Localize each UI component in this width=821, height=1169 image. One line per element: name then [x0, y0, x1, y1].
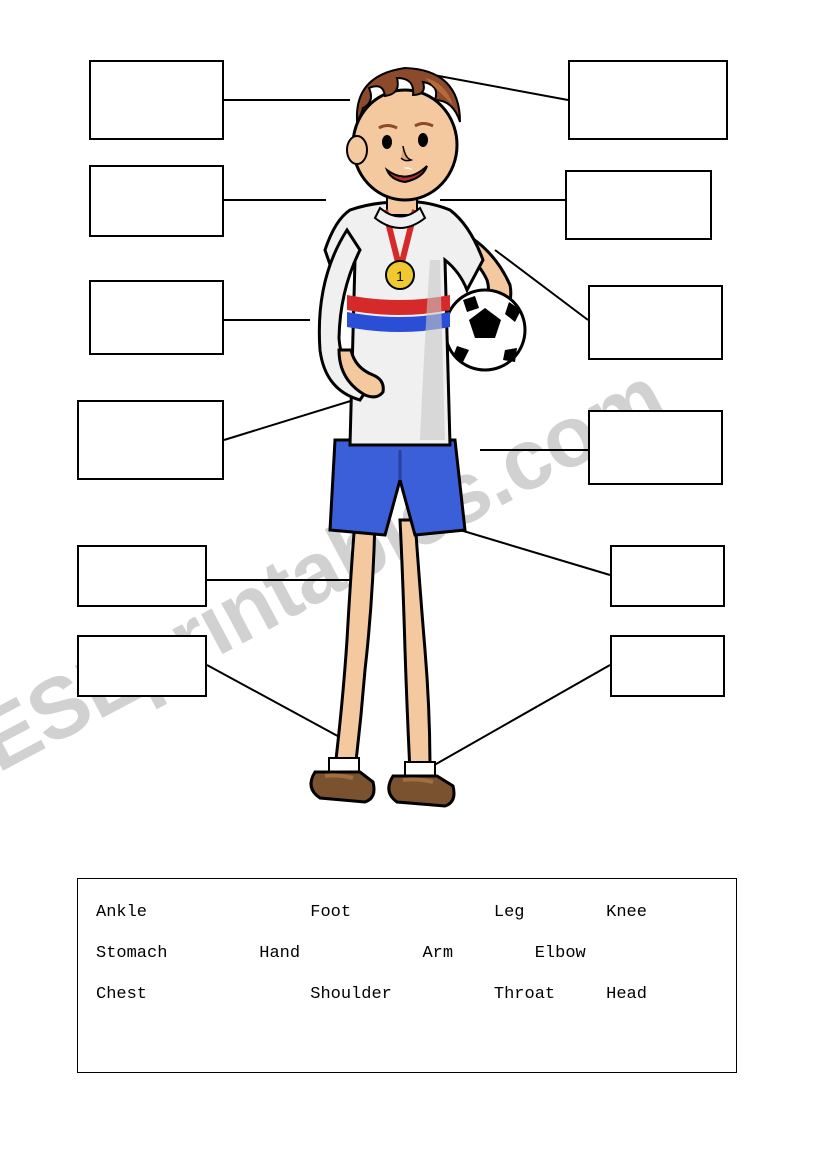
label-box-left-6[interactable] [77, 635, 207, 697]
wordbank-row-2: Stomach Hand Arm Elbow [96, 934, 718, 975]
label-box-right-1[interactable] [568, 60, 728, 140]
wordbank-item [555, 975, 606, 1016]
label-box-left-4[interactable] [77, 400, 224, 480]
worksheet-page: ESLprintables.com [0, 0, 821, 1169]
label-box-right-5[interactable] [610, 545, 725, 607]
wordbank-item [147, 975, 310, 1016]
boy-illustration: 1 [265, 50, 545, 820]
wordbank-item [147, 893, 310, 934]
wordbank-item: Elbow [535, 934, 586, 975]
wordbank-item [300, 934, 422, 975]
wordbank-item [525, 893, 607, 934]
wordbank-item: Shoulder [310, 975, 392, 1016]
wordbank-item: Stomach [96, 934, 167, 975]
wordbank-row-3: Chest Shoulder Throat Head [96, 975, 718, 1016]
wordbank-item [392, 975, 494, 1016]
wordbank-item [351, 893, 494, 934]
label-box-left-1[interactable] [89, 60, 224, 140]
wordbank-item: Throat [494, 975, 555, 1016]
label-box-left-3[interactable] [89, 280, 224, 355]
label-box-right-6[interactable] [610, 635, 725, 697]
wordbank-item: Hand [259, 934, 300, 975]
label-box-left-5[interactable] [77, 545, 207, 607]
label-box-right-4[interactable] [588, 410, 723, 485]
wordbank-item: Head [606, 975, 647, 1016]
wordbank-item: Foot [310, 893, 351, 934]
wordbank-row-1: Ankle Foot Leg Knee [96, 893, 718, 934]
word-bank: Ankle Foot Leg Knee Stomach Hand Arm El [77, 878, 737, 1073]
wordbank-item [453, 934, 535, 975]
wordbank-item: Ankle [96, 893, 147, 934]
wordbank-item: Arm [422, 934, 453, 975]
svg-text:1: 1 [396, 268, 404, 284]
wordbank-item [167, 934, 259, 975]
wordbank-item: Chest [96, 975, 147, 1016]
wordbank-item: Leg [494, 893, 525, 934]
label-box-left-2[interactable] [89, 165, 224, 237]
label-box-right-3[interactable] [588, 285, 723, 360]
label-box-right-2[interactable] [565, 170, 712, 240]
wordbank-item: Knee [606, 893, 647, 934]
